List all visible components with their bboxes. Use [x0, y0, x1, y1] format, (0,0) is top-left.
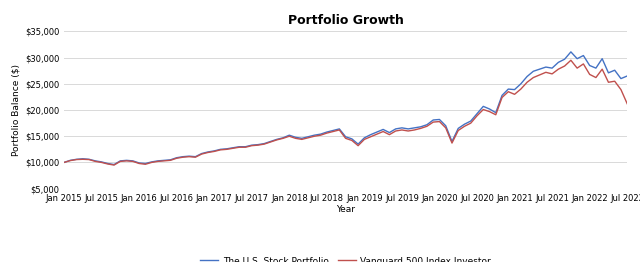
- Line: Vanguard 500 Index Investor: Vanguard 500 Index Investor: [64, 60, 627, 165]
- Vanguard 500 Index Investor: [198, 152, 205, 156]
- Y-axis label: Portfolio Balance ($): Portfolio Balance ($): [12, 64, 20, 156]
- The U.S. Stock Portfolio: [60, 161, 68, 164]
- The U.S. Stock Portfolio: [110, 163, 118, 166]
- The U.S. Stock Portfolio: [623, 74, 631, 78]
- Vanguard 500 Index Investor: [60, 161, 68, 164]
- Vanguard 500 Index Investor: [135, 162, 143, 165]
- The U.S. Stock Portfolio: [211, 149, 218, 152]
- Vanguard 500 Index Investor: [110, 163, 118, 167]
- The U.S. Stock Portfolio: [542, 66, 550, 69]
- Vanguard 500 Index Investor: [623, 102, 631, 105]
- Vanguard 500 Index Investor: [542, 71, 550, 74]
- The U.S. Stock Portfolio: [617, 77, 625, 80]
- The U.S. Stock Portfolio: [392, 127, 399, 130]
- Vanguard 500 Index Investor: [617, 88, 625, 91]
- Title: Portfolio Growth: Portfolio Growth: [287, 14, 404, 28]
- The U.S. Stock Portfolio: [135, 161, 143, 165]
- The U.S. Stock Portfolio: [567, 50, 575, 53]
- Legend: The U.S. Stock Portfolio, Vanguard 500 Index Investor: The U.S. Stock Portfolio, Vanguard 500 I…: [196, 253, 495, 262]
- Vanguard 500 Index Investor: [392, 129, 399, 133]
- X-axis label: Year: Year: [336, 205, 355, 214]
- Line: The U.S. Stock Portfolio: The U.S. Stock Portfolio: [64, 52, 627, 165]
- The U.S. Stock Portfolio: [198, 152, 205, 155]
- Vanguard 500 Index Investor: [211, 150, 218, 153]
- Vanguard 500 Index Investor: [567, 59, 575, 62]
